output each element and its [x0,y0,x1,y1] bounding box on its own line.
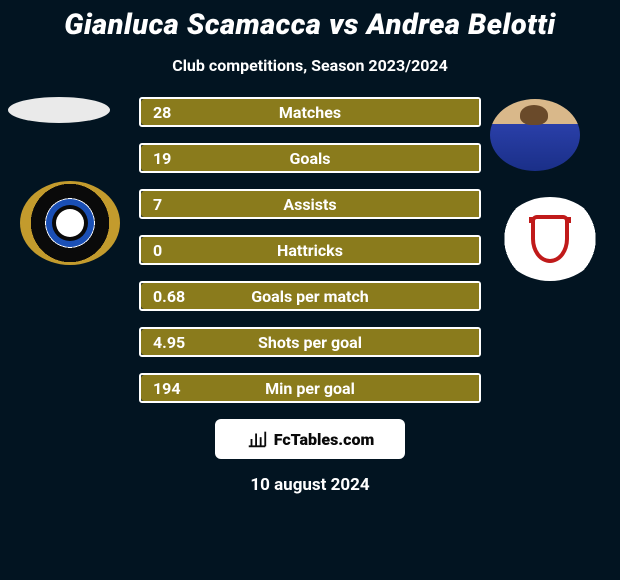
stat-label: Assists [141,195,479,214]
player-right-photo [490,99,580,171]
bars-icon [246,428,268,450]
stat-row: 0Hattricks [139,235,481,265]
brand-badge: FcTables.com [215,419,405,459]
club-left-logo [20,181,120,265]
page-subtitle: Club competitions, Season 2023/2024 [0,56,620,75]
stat-label: Hattricks [141,241,479,260]
stat-label: Min per goal [141,379,479,398]
stat-row: 19Goals [139,143,481,173]
club-right-logo [500,197,600,281]
stat-label: Shots per goal [141,333,479,352]
stat-row: 28Matches [139,97,481,127]
stat-row: 194Min per goal [139,373,481,403]
stat-label: Matches [141,103,479,122]
comparison-card: Gianluca Scamacca vs Andrea Belotti Club… [0,0,620,580]
brand-text: FcTables.com [274,430,374,449]
stat-row: 7Assists [139,189,481,219]
main-area: 28Matches 19Goals 7Assists 0Hattricks 0.68Go… [0,97,620,403]
stat-label: Goals per match [141,287,479,306]
date-text: 10 august 2024 [0,475,620,495]
stat-label: Goals [141,149,479,168]
stat-row: 0.68Goals per match [139,281,481,311]
stat-row: 4.95Shots per goal [139,327,481,357]
player-left-photo [8,97,110,123]
page-title: Gianluca Scamacca vs Andrea Belotti [0,8,620,42]
stat-bars: 28Matches 19Goals 7Assists 0Hattricks 0.68Go… [139,97,481,403]
